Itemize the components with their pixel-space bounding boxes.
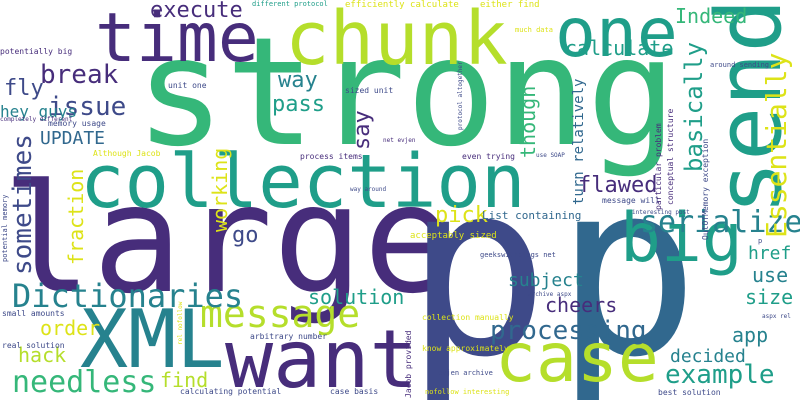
word-cheers: cheers <box>545 293 618 317</box>
word-sometimes: sometimes <box>8 134 38 275</box>
word-say: say <box>350 110 375 150</box>
word-break: break <box>40 60 119 90</box>
word-list-containing: List containing <box>482 209 582 222</box>
word-time: time <box>95 0 259 78</box>
word-turn-relatively: turn relatively <box>571 78 587 205</box>
word-fly: fly <box>4 76 44 101</box>
word-update: UPDATE <box>40 128 106 149</box>
phrase-arbitrary-number: arbitrary number <box>250 332 328 341</box>
phrase-process-items: process items <box>300 152 363 161</box>
word-order: order <box>40 316 101 340</box>
word-chunk: chunk <box>285 0 508 82</box>
word-needless: needless <box>12 365 157 400</box>
phrase-case-basis: case basis <box>330 387 379 396</box>
word-though: though <box>516 85 540 158</box>
word-pick: pick <box>435 203 488 228</box>
phrase-memory-usage: memory usage <box>48 119 106 128</box>
word-xml: XML <box>80 293 225 386</box>
word-want: want <box>225 313 418 400</box>
word-issue: issue <box>48 92 127 122</box>
word-message: message <box>200 292 361 336</box>
phrase-interesting-post: interesting post <box>632 209 690 216</box>
phrase-use-soap: use SOAP <box>536 152 565 159</box>
phrase-although-jacob: Although Jacob <box>93 149 161 158</box>
phrase-completely-different: completely different <box>0 116 73 123</box>
phrase-efficiently-calculate: efficiently calculate <box>345 0 459 10</box>
phrase-real-solution: real solution <box>2 341 65 350</box>
phrase-particular-problem: particular problem <box>654 123 663 210</box>
word-calculate: calculate <box>565 36 674 60</box>
phrase-jacob-provided: Jacob provided <box>404 330 413 398</box>
phrase-acceptably-sized: acceptably sized <box>410 231 497 241</box>
phrase-either-find: either find <box>480 0 540 10</box>
word-use: use <box>752 263 789 287</box>
phrase-evjen-archive: evjen archive <box>438 369 493 377</box>
phrase-calculating-potential: calculating potential <box>180 387 282 396</box>
phrase-nofollow-interesting: nofollow interesting <box>425 388 510 396</box>
word-p-right: p <box>555 130 700 400</box>
phrase-even-trying: even trying <box>462 152 515 161</box>
word-solution: solution <box>308 285 405 309</box>
phrase-geekswithblogs-net: geekswithblogs net <box>480 251 556 259</box>
phrase-unit-one: unit one <box>168 81 207 90</box>
word-large: large <box>2 153 454 327</box>
word-one: one <box>555 0 678 73</box>
phrase-protocol-altogether: protocol altogether <box>457 61 464 130</box>
phrase-know-approximately: know approximately <box>422 344 509 353</box>
word-p-left: p <box>405 130 550 400</box>
phrase-different-protocol: different protocol <box>252 0 328 8</box>
phrase-best-solution: best solution <box>658 388 721 397</box>
word-go: go <box>232 223 259 248</box>
phrase-outofmemory-exception: OutOfMemory exception <box>701 138 710 240</box>
word-href: href <box>748 243 792 264</box>
word-example: example <box>665 360 775 390</box>
word-execute: execute <box>150 0 243 23</box>
word-find: find <box>160 368 209 392</box>
phrase-around-sending: around sending <box>710 61 770 69</box>
phrase-archive-aspx: archive aspx <box>528 291 572 298</box>
phrase-sized-unit: sized unit <box>345 86 394 95</box>
phrase-small-amounts: small amounts <box>2 309 65 318</box>
word-pass: pass <box>272 92 325 117</box>
word-app: app <box>732 323 769 347</box>
word-decided: decided <box>670 346 746 367</box>
word-case: case <box>495 319 659 398</box>
word-fraction: fraction <box>64 168 88 265</box>
phrase-aspx-rel: aspx rel <box>762 313 791 320</box>
phrase-rel-nofollow: rel nofollow <box>177 301 184 345</box>
word-size: size <box>745 285 794 309</box>
word-p-small: p <box>758 237 763 245</box>
word-collection: collection <box>80 139 526 225</box>
phrase-potential-memory: potential memory <box>1 194 9 262</box>
phrase-conceptual-structure: conceptual structure <box>666 108 675 205</box>
word-flawed: flawed <box>578 173 658 198</box>
word-processing: processing <box>490 316 647 346</box>
word-serialize: serialize <box>640 205 800 240</box>
phrase-net-evjen: net evjen <box>383 137 416 144</box>
word-essentially: Essentially <box>760 52 793 238</box>
word-working: working <box>208 147 232 232</box>
word-strong: strong <box>135 6 677 180</box>
phrase-way-around: way around <box>350 186 387 193</box>
phrase-message-will: message will <box>602 196 660 205</box>
phrase-collection-manually: collection manually <box>422 313 514 322</box>
word-hack: hack <box>18 343 67 367</box>
word-dictionaries: Dictionaries <box>12 277 244 315</box>
phrase-much-data: much data <box>515 26 553 34</box>
phrase-potentially-big: potentially big <box>0 47 73 56</box>
word-indeed: Indeed <box>675 4 748 28</box>
word-big: big <box>620 199 743 278</box>
word-way: way <box>278 68 318 93</box>
word-hey-guys: hey guys <box>0 102 78 121</box>
word-subject: subject <box>508 270 584 291</box>
